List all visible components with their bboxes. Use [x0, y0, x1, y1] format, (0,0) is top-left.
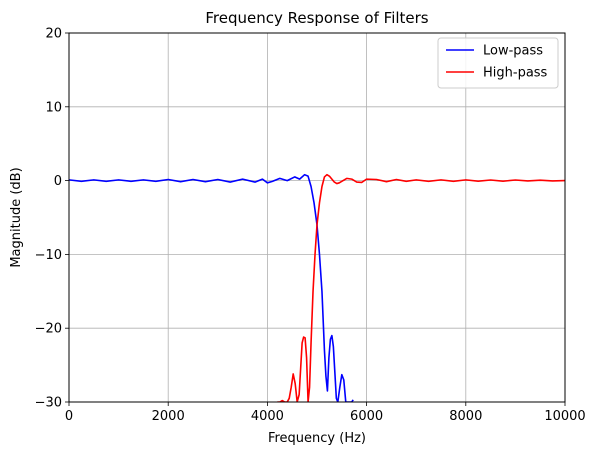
- x-tick-label: 10000: [544, 409, 585, 424]
- x-axis-label: Frequency (Hz): [268, 431, 366, 446]
- y-axis-label: Magnitude (dB): [9, 167, 24, 267]
- y-tick-label: 10: [45, 100, 62, 115]
- y-tick-label: −20: [35, 322, 62, 337]
- legend-label-low-pass: Low-pass: [483, 44, 543, 59]
- y-tick-label: 0: [54, 174, 62, 189]
- y-tick-label: 20: [45, 27, 62, 42]
- x-tick-label: 8000: [449, 409, 482, 424]
- plot-frame: [68, 32, 566, 403]
- series-line-low-pass: [69, 173, 354, 402]
- x-tick-label: 6000: [350, 409, 383, 424]
- y-tick-label: −30: [35, 396, 62, 411]
- chart-title: Frequency Response of Filters: [205, 9, 428, 27]
- x-tick-label: 2000: [152, 409, 185, 424]
- legend-label-high-pass: High-pass: [483, 66, 548, 81]
- series-line-high-pass: [277, 173, 565, 402]
- x-tick-label: 0: [65, 409, 73, 424]
- y-tick-label: −10: [35, 248, 62, 263]
- axis-ticks: 0 2000 4000 6000 8000 10000 −30 −20 −10 0 10 20: [35, 27, 586, 425]
- legend: Low-pass High-pass: [437, 37, 559, 89]
- x-tick-label: 4000: [251, 409, 284, 424]
- series-lines: [69, 173, 565, 402]
